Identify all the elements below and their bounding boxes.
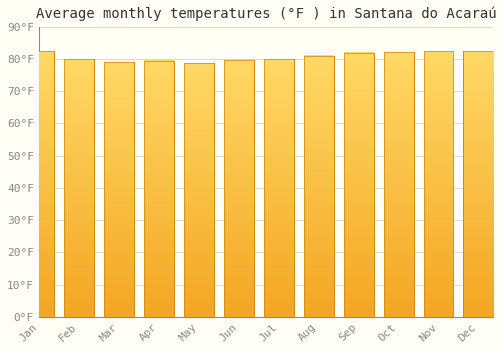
Bar [144, 61, 174, 317]
Bar [64, 59, 94, 317]
Bar [104, 62, 134, 317]
Title: Average monthly temperatures (°F ) in Santana do Acaraú: Average monthly temperatures (°F ) in Sa… [36, 7, 496, 21]
Bar [224, 60, 254, 317]
Bar [304, 56, 334, 317]
Bar [344, 52, 374, 317]
Bar [184, 63, 214, 317]
Bar [264, 59, 294, 317]
Bar [64, 59, 94, 317]
Bar [424, 51, 454, 317]
Bar [144, 61, 174, 317]
Bar [184, 63, 214, 317]
Bar [304, 56, 334, 317]
Bar [264, 59, 294, 317]
Bar [384, 52, 414, 317]
Bar [24, 51, 54, 317]
Bar [224, 60, 254, 317]
Bar [424, 51, 454, 317]
Bar [24, 51, 54, 317]
Bar [344, 52, 374, 317]
Bar [464, 51, 494, 317]
Bar [384, 52, 414, 317]
Bar [104, 62, 134, 317]
Bar [464, 51, 494, 317]
